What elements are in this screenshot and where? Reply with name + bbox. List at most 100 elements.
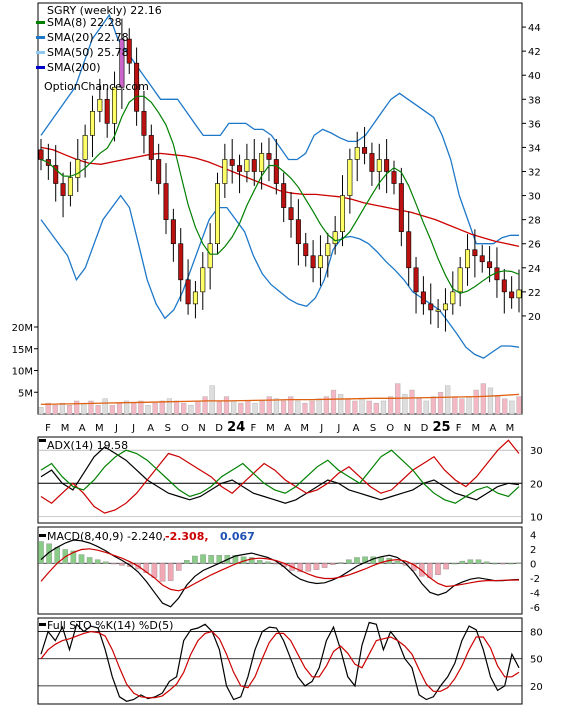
volume-bar (423, 400, 429, 415)
volume-bar (59, 402, 66, 415)
price-tick-label: 20 (528, 312, 541, 323)
sma50-line (40, 146, 520, 248)
volume-bar (52, 405, 58, 415)
candle-body (119, 38, 125, 88)
candle-body (89, 111, 95, 136)
macd-histogram-bar (378, 557, 385, 564)
x-tick-label: M (61, 423, 70, 434)
x-tick-label: F (45, 423, 51, 434)
x-tick-label: D (421, 423, 429, 434)
candle-body (273, 159, 279, 184)
macd-histogram-bar (248, 557, 255, 564)
candle-body (509, 291, 515, 299)
macd-histogram-bar (321, 563, 328, 568)
macd-histogram-bar (175, 563, 182, 571)
candle-body (178, 243, 184, 281)
price-tick-label: 26 (528, 240, 541, 251)
volume-bar (437, 392, 444, 415)
volume-bar (88, 400, 94, 415)
macd-histogram-bar (38, 541, 44, 564)
x-tick-label: A (353, 423, 360, 434)
adx-plot-frame (37, 436, 523, 524)
candle-body (295, 219, 301, 245)
x-tick-label: M (266, 423, 275, 434)
volume-bar (74, 400, 80, 415)
macd-series-line (40, 539, 520, 608)
candle-body (435, 309, 441, 312)
volume-bar (409, 389, 415, 415)
volume-bar (273, 398, 280, 415)
volume-bar (166, 398, 173, 415)
sto-tick-label: 50 (530, 655, 543, 666)
volume-bar (387, 396, 394, 415)
adx-label: ADX(14) 19.58 (47, 439, 128, 452)
volume-bar (366, 400, 372, 415)
macd-histogram-bar (313, 563, 320, 570)
macd-histogram-bar (500, 563, 506, 565)
volume-bar (181, 402, 187, 415)
macd-histogram-bar (475, 559, 482, 564)
sma8-line (40, 95, 520, 295)
macd-histogram-bar (86, 557, 93, 564)
volume-bar (338, 394, 344, 415)
macd-value-label: -2.308, (165, 530, 209, 543)
legend-label: SMA(8) 22.28 (47, 16, 122, 29)
volume-bar (516, 396, 522, 415)
macd-histogram-bar (338, 562, 344, 564)
candle-body (259, 153, 265, 172)
volume-bar (359, 398, 365, 415)
price-tick-label: 44 (528, 23, 541, 34)
volume-bar (81, 402, 87, 415)
volume-bar (138, 400, 144, 415)
volume-bar (188, 405, 194, 415)
volume-bar (509, 400, 515, 415)
volume-bar (402, 394, 408, 415)
candle-body (185, 279, 191, 305)
legend-label: SMA(200) (47, 61, 101, 74)
candle-body (288, 207, 294, 220)
macd-histogram-bar (70, 550, 77, 564)
macd-tick-label: 0 (530, 559, 536, 570)
x-tick-label: N (404, 423, 411, 434)
candle-body (75, 159, 81, 178)
candle-body (413, 267, 419, 293)
candle-body (237, 165, 243, 172)
macd-tick-label: -6 (530, 603, 540, 614)
volume-bar (116, 402, 123, 415)
candle-body (317, 255, 323, 269)
macd-histogram-bar (54, 547, 60, 564)
volume-bar (323, 396, 329, 415)
macd-histogram-bar (508, 563, 514, 565)
volume-bar (330, 389, 337, 415)
macd-tick-label: 2 (530, 545, 536, 556)
price-tick-label: 40 (528, 71, 541, 82)
volume-bar (466, 396, 472, 415)
macd-histogram-bar (354, 557, 360, 564)
x-tick-label: O (386, 423, 394, 434)
volume-bar (202, 396, 208, 415)
macd-histogram-bar (305, 563, 312, 572)
volume-bar (416, 398, 422, 415)
volume-bar (452, 396, 458, 415)
volume-bar (159, 400, 165, 415)
macd-histogram-bar (435, 563, 441, 576)
candle-body (207, 243, 213, 269)
volume-bar (459, 398, 465, 415)
x-tick-label: F (250, 423, 256, 434)
x-tick-label: M (471, 423, 480, 434)
macd-histogram-bar (103, 561, 109, 564)
x-tick-label: A (79, 423, 86, 434)
candle-body (376, 159, 382, 172)
adx-tick-label: 30 (530, 446, 543, 457)
volume-bar (345, 398, 351, 415)
volume-bar (487, 387, 494, 415)
candle-body (67, 177, 73, 196)
volume-bar (238, 402, 244, 415)
adx-series-line (40, 439, 520, 514)
candle-body (428, 303, 434, 311)
macd-histogram-bar (232, 555, 239, 564)
candle-body (266, 153, 272, 160)
volume-bar (352, 400, 358, 415)
legend-swatch (36, 21, 45, 24)
x-tick-label: A (147, 423, 154, 434)
